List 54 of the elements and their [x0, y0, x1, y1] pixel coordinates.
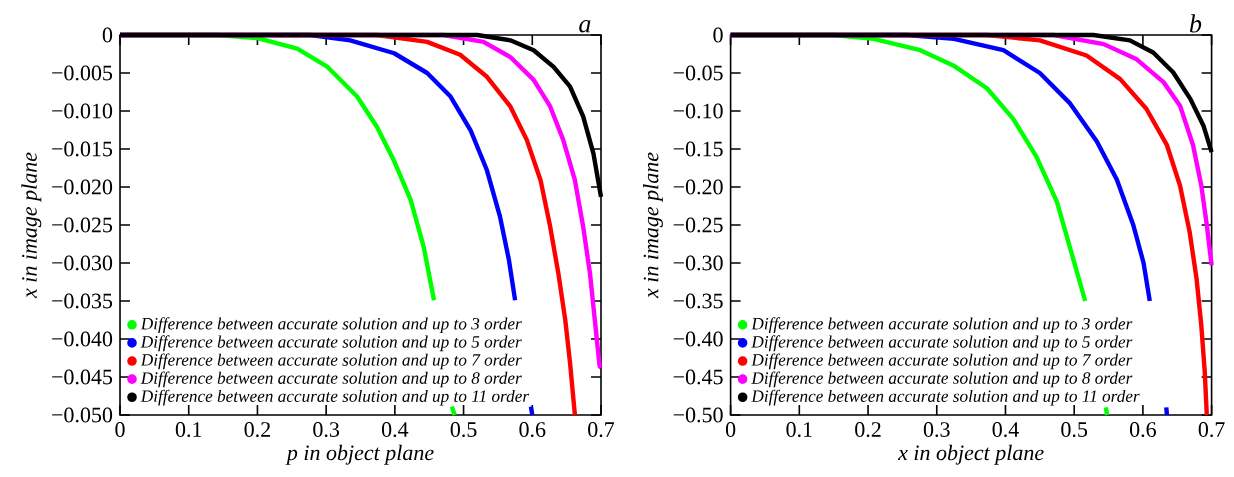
y-tick-label: −0.020 — [52, 179, 113, 195]
y-tick-label: −0.45 — [673, 369, 723, 385]
y-axis-title: x in image plane — [642, 152, 663, 299]
y-tick-label: −0.050 — [52, 407, 113, 423]
legend-label: Difference between accurate solution and up to 11 order — [751, 389, 1140, 406]
x-tick-label: 0.1 — [786, 422, 812, 438]
text: b — [1189, 14, 1202, 33]
x-tick-label: 0 — [725, 422, 736, 437]
y-tick-label: −0.045 — [52, 369, 113, 385]
y-tick-label: −0.030 — [52, 255, 113, 271]
y-tick-label: 0 — [713, 27, 723, 43]
x-axis-title: p in object plane — [285, 444, 434, 465]
x-tick-label: 0.1 — [175, 422, 202, 438]
x-tick-label: 0.5 — [450, 422, 477, 438]
x-tick-label: 0.3 — [923, 422, 950, 438]
x-tick-label: 0.5 — [1061, 422, 1088, 438]
x-tick-label: 0.6 — [1129, 422, 1156, 438]
y-tick-label: −0.005 — [52, 65, 113, 81]
x-tick-label: 0.2 — [244, 422, 270, 438]
y-tick-label: −0.035 — [52, 293, 113, 309]
y-tick-label: 0 — [102, 27, 113, 43]
legend-label: Difference between accurate solution and up to 7 order — [140, 353, 522, 370]
y-tick-label: −0.015 — [52, 141, 113, 157]
legend-label: Difference between accurate solution and up to 8 order — [751, 371, 1133, 388]
text: a — [579, 20, 591, 33]
x-axis-title: x in object plane — [897, 444, 1044, 465]
y-tick-label: −0.10 — [673, 103, 723, 119]
legend-label: Difference between accurate solution and up to 5 order — [751, 335, 1133, 352]
x-tick-label: 0 — [115, 422, 125, 437]
y-tick-label: −0.025 — [52, 217, 113, 233]
y-tick-label: −0.40 — [673, 331, 723, 347]
legend-label: Difference between accurate solution and up to 7 order — [751, 353, 1133, 370]
x-tick-label: 0.4 — [381, 422, 409, 438]
legend-label: Difference between accurate solution and up to 8 order — [140, 371, 522, 388]
y-tick-label: −0.30 — [673, 255, 723, 271]
x-tick-label: 0.3 — [313, 422, 340, 438]
y-tick-label: −0.010 — [52, 103, 113, 119]
legend-label: Difference between accurate solution and up to 3 order — [751, 317, 1133, 334]
y-tick-label: −0.05 — [673, 65, 723, 81]
legend-label: Difference between accurate solution and up to 11 order — [140, 389, 530, 406]
y-tick-label: −0.50 — [673, 407, 723, 423]
y-tick-label: −0.040 — [52, 331, 113, 347]
x-tick-label: 0.6 — [519, 422, 546, 438]
y-tick-label: −0.25 — [673, 217, 723, 233]
x-tick-label: 0.4 — [992, 422, 1019, 438]
x-tick-label: 0.7 — [1198, 422, 1225, 438]
y-tick-label: −0.20 — [673, 179, 723, 195]
y-axis-title: x in image plane — [21, 152, 42, 299]
x-tick-label: 0.7 — [588, 422, 615, 438]
y-tick-label: −0.15 — [673, 141, 723, 157]
x-tick-label: 0.2 — [855, 422, 881, 438]
legend-label: Difference between accurate solution and up to 3 order — [140, 317, 522, 334]
legend-label: Difference between accurate solution and up to 5 order — [140, 335, 522, 352]
y-tick-label: −0.35 — [673, 293, 723, 309]
